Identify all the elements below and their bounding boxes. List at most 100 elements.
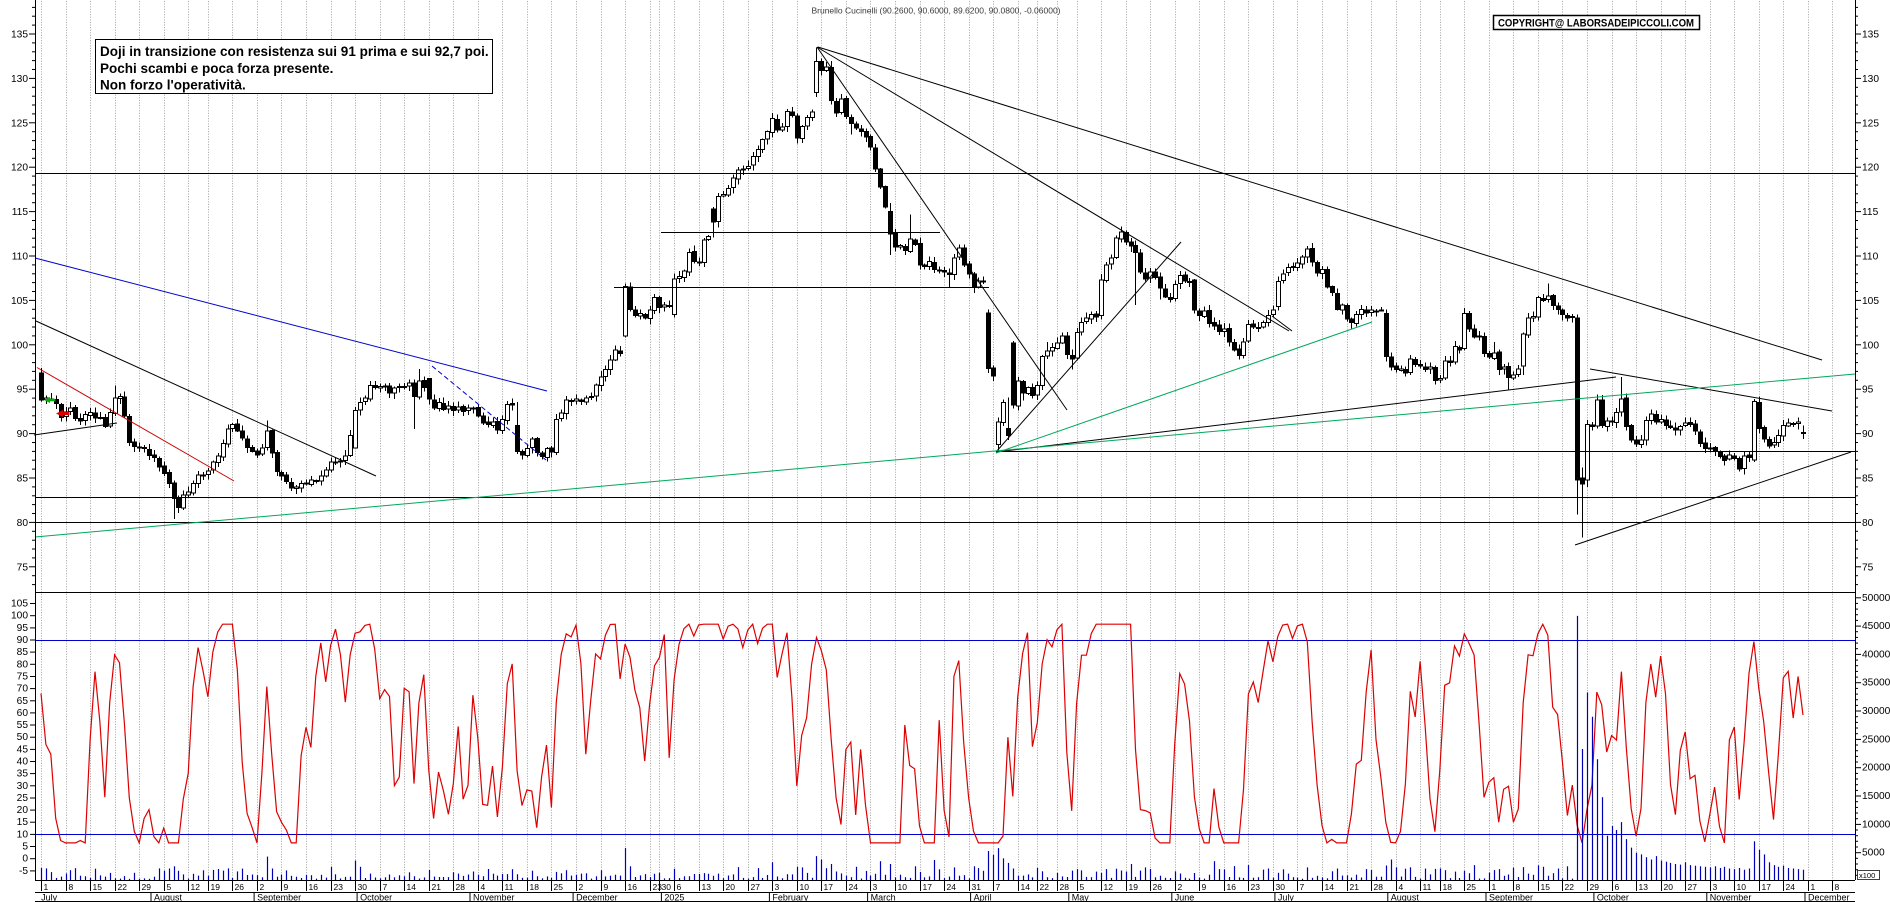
svg-text:135: 135 — [1862, 30, 1879, 41]
svg-text:125: 125 — [11, 118, 28, 129]
svg-text:15: 15 — [93, 882, 103, 892]
svg-text:COPYRIGHT@ LABORSADEIPICCOLI.C: COPYRIGHT@ LABORSADEIPICCOLI.COM — [1498, 18, 1694, 30]
svg-text:December: December — [576, 893, 618, 902]
svg-text:April: April — [974, 893, 992, 902]
svg-text:13: 13 — [702, 882, 712, 892]
svg-text:25: 25 — [554, 882, 564, 892]
svg-text:30: 30 — [17, 781, 29, 792]
svg-text:November: November — [1710, 893, 1752, 902]
svg-text:September: September — [1489, 893, 1533, 902]
svg-text:21: 21 — [1350, 882, 1360, 892]
svg-text:3: 3 — [873, 882, 878, 892]
svg-text:100: 100 — [11, 340, 28, 351]
svg-text:27: 27 — [751, 882, 761, 892]
svg-text:25: 25 — [17, 793, 29, 804]
svg-text:16: 16 — [1227, 882, 1237, 892]
svg-text:Brunello Cucinelli (90.2600, 9: Brunello Cucinelli (90.2600, 90.6000, 89… — [811, 6, 1060, 16]
svg-text:35000: 35000 — [1862, 678, 1890, 689]
svg-text:10: 10 — [898, 882, 908, 892]
svg-text:125: 125 — [1862, 118, 1879, 129]
svg-text:40000: 40000 — [1862, 649, 1890, 660]
svg-text:18: 18 — [530, 882, 540, 892]
svg-text:2: 2 — [579, 882, 584, 892]
svg-text:85: 85 — [17, 647, 29, 658]
svg-text:23: 23 — [653, 882, 663, 892]
svg-text:22: 22 — [1565, 882, 1575, 892]
svg-text:19: 19 — [1129, 882, 1139, 892]
svg-text:13: 13 — [1639, 882, 1649, 892]
svg-text:October: October — [1597, 893, 1629, 902]
svg-text:24: 24 — [849, 882, 859, 892]
svg-text:18: 18 — [1443, 882, 1453, 892]
svg-text:29: 29 — [1590, 882, 1600, 892]
svg-text:12: 12 — [1104, 882, 1114, 892]
svg-text:3: 3 — [775, 882, 780, 892]
svg-text:15000: 15000 — [1862, 791, 1890, 802]
svg-text:115: 115 — [12, 207, 29, 218]
svg-text:16: 16 — [628, 882, 638, 892]
svg-text:23: 23 — [1251, 882, 1261, 892]
svg-text:31: 31 — [972, 882, 982, 892]
svg-text:85: 85 — [17, 474, 29, 485]
svg-text:10000: 10000 — [1862, 819, 1890, 830]
svg-text:9: 9 — [604, 882, 609, 892]
svg-text:105: 105 — [11, 599, 28, 610]
svg-text:August: August — [1391, 893, 1420, 902]
svg-text:February: February — [772, 893, 809, 902]
svg-text:65: 65 — [17, 696, 29, 707]
svg-text:24: 24 — [1786, 882, 1796, 892]
svg-text:8: 8 — [1835, 882, 1840, 892]
svg-text:7: 7 — [1300, 882, 1305, 892]
svg-text:x100: x100 — [1859, 871, 1875, 880]
svg-text:20: 20 — [1664, 882, 1674, 892]
svg-text:October: October — [360, 893, 392, 902]
svg-text:105: 105 — [11, 296, 28, 307]
svg-text:24: 24 — [947, 882, 957, 892]
svg-text:15: 15 — [17, 817, 29, 828]
svg-text:5000: 5000 — [1862, 848, 1885, 859]
svg-text:July: July — [41, 893, 58, 902]
svg-text:120: 120 — [1862, 163, 1879, 174]
svg-text:90: 90 — [1862, 429, 1874, 440]
svg-text:30000: 30000 — [1862, 706, 1890, 717]
svg-text:28: 28 — [1374, 882, 1384, 892]
svg-text:45: 45 — [17, 744, 29, 755]
svg-text:40: 40 — [17, 757, 29, 768]
svg-text:55: 55 — [17, 720, 29, 731]
svg-text:30: 30 — [662, 882, 672, 892]
svg-text:9: 9 — [284, 882, 289, 892]
svg-text:10: 10 — [1737, 882, 1747, 892]
svg-text:10: 10 — [17, 829, 29, 840]
svg-text:7: 7 — [383, 882, 388, 892]
svg-text:2: 2 — [260, 882, 265, 892]
svg-text:50: 50 — [17, 732, 29, 743]
svg-text:22: 22 — [118, 882, 128, 892]
svg-text:100: 100 — [11, 611, 28, 622]
svg-text:5: 5 — [167, 882, 172, 892]
svg-text:35: 35 — [17, 769, 29, 780]
svg-text:November: November — [473, 893, 515, 902]
svg-text:8: 8 — [1516, 882, 1521, 892]
svg-text:May: May — [1072, 893, 1090, 902]
svg-text:4: 4 — [481, 882, 486, 892]
svg-text:June: June — [1175, 893, 1195, 902]
svg-text:28: 28 — [1060, 882, 1070, 892]
svg-text:17: 17 — [824, 882, 834, 892]
svg-text:26: 26 — [1153, 882, 1163, 892]
svg-text:6: 6 — [677, 882, 682, 892]
svg-text:7: 7 — [996, 882, 1001, 892]
svg-text:9: 9 — [1202, 882, 1207, 892]
svg-text:14: 14 — [407, 882, 417, 892]
svg-text:17: 17 — [923, 882, 933, 892]
svg-text:21: 21 — [432, 882, 442, 892]
svg-text:95: 95 — [17, 385, 29, 396]
svg-text:22: 22 — [1040, 882, 1050, 892]
svg-text:135: 135 — [11, 30, 28, 41]
svg-text:2: 2 — [1178, 882, 1183, 892]
svg-text:8: 8 — [69, 882, 74, 892]
svg-text:11: 11 — [1423, 882, 1432, 892]
svg-text:110: 110 — [1862, 252, 1879, 263]
svg-text:0: 0 — [22, 854, 28, 865]
svg-text:45000: 45000 — [1862, 621, 1890, 632]
svg-text:17: 17 — [1762, 882, 1772, 892]
